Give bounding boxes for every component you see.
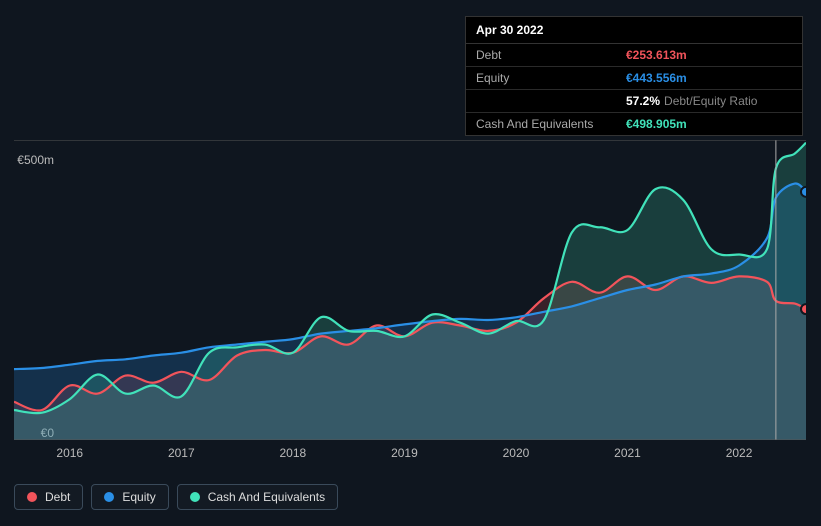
series-end-marker [801, 187, 806, 197]
tooltip-row: Cash And Equivalents€498.905m [466, 113, 802, 135]
tooltip-row: 57.2%Debt/Equity Ratio [466, 90, 802, 113]
legend-item[interactable]: Equity [91, 484, 168, 510]
legend-dot-icon [27, 492, 37, 502]
tooltip-row-value: €498.905m [626, 117, 687, 131]
tooltip-row-suffix: Debt/Equity Ratio [664, 94, 757, 108]
series-area [14, 143, 806, 440]
tooltip-row: Debt€253.613m [466, 44, 802, 67]
x-axis-label: 2021 [614, 446, 641, 460]
x-axis-label: 2016 [56, 446, 83, 460]
tooltip-row-label: Debt [476, 48, 626, 62]
chart-container: Apr 30 2022 Debt€253.613mEquity€443.556m… [0, 0, 821, 526]
tooltip-row: Equity€443.556m [466, 67, 802, 90]
legend-dot-icon [190, 492, 200, 502]
legend-label: Debt [45, 490, 70, 504]
legend-dot-icon [104, 492, 114, 502]
tooltip: Apr 30 2022 Debt€253.613mEquity€443.556m… [465, 16, 803, 136]
legend: Debt Equity Cash And Equivalents [14, 484, 338, 510]
tooltip-date: Apr 30 2022 [466, 17, 802, 44]
legend-label: Equity [122, 490, 155, 504]
series-end-marker [801, 304, 806, 314]
tooltip-row-value: €253.613m [626, 48, 687, 62]
tooltip-row-label: Cash And Equivalents [476, 117, 626, 131]
tooltip-row-value: €443.556m [626, 71, 687, 85]
x-axis-label: 2017 [168, 446, 195, 460]
chart-plot[interactable] [14, 140, 806, 440]
x-axis-label: 2020 [503, 446, 530, 460]
x-axis-label: 2022 [726, 446, 753, 460]
tooltip-row-value: 57.2%Debt/Equity Ratio [626, 94, 757, 108]
legend-item[interactable]: Debt [14, 484, 83, 510]
legend-item[interactable]: Cash And Equivalents [177, 484, 338, 510]
legend-label: Cash And Equivalents [208, 490, 325, 504]
tooltip-row-label [476, 94, 626, 108]
x-axis-label: 2018 [280, 446, 307, 460]
x-axis-label: 2019 [391, 446, 418, 460]
tooltip-row-label: Equity [476, 71, 626, 85]
